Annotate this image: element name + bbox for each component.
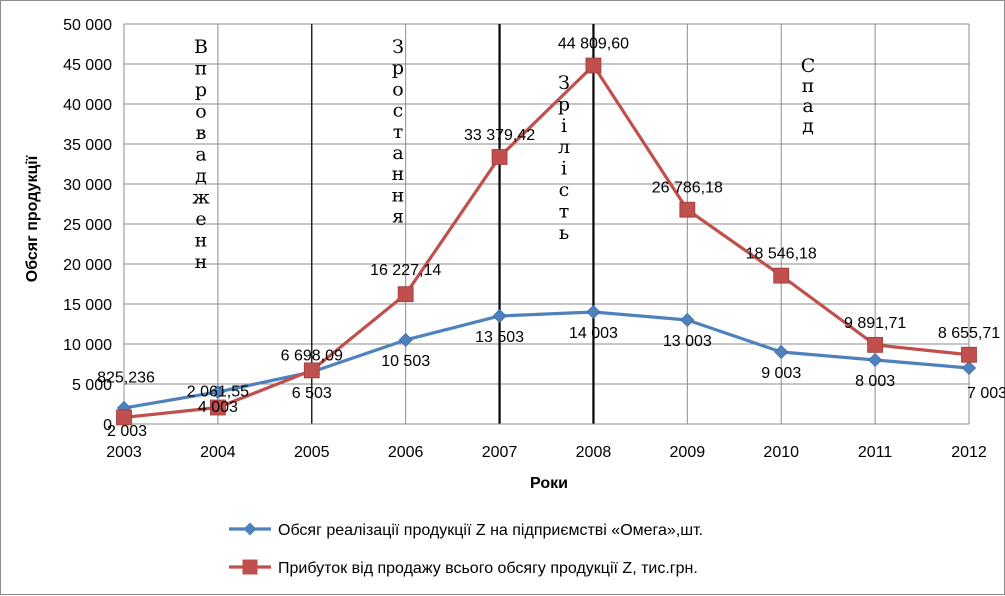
data-label-profit: 8 655,71 xyxy=(938,325,1000,342)
data-label-volume: 13 503 xyxy=(475,329,524,346)
square-marker xyxy=(304,363,319,378)
legend: Обсяг реалізації продукції Z на підприєм… xyxy=(229,522,703,577)
diamond-marker xyxy=(963,361,976,374)
series-lines xyxy=(124,66,969,418)
x-tick-label: 2010 xyxy=(763,444,799,461)
square-marker xyxy=(680,202,695,217)
data-label-profit: 825,236 xyxy=(97,369,155,386)
y-tick-label: 45 000 xyxy=(63,57,112,74)
data-label-profit: 6 698,09 xyxy=(281,347,343,364)
y-tick-label: 40 000 xyxy=(63,97,112,114)
gridlines xyxy=(124,24,969,424)
data-label-volume: 6 503 xyxy=(292,385,332,402)
diamond-marker xyxy=(399,333,412,346)
y-tick-label: 35 000 xyxy=(63,137,112,154)
y-axis-title: Обсяг продукції xyxy=(24,155,41,282)
legend-entry: Прибуток від продажу всього обсягу проду… xyxy=(278,560,698,577)
square-marker xyxy=(492,149,507,164)
data-label-profit: 18 546,18 xyxy=(746,246,817,263)
data-label-volume: 14 003 xyxy=(569,325,618,342)
data-label-profit: 9 891,71 xyxy=(844,315,906,332)
data-label-volume: 2 003 xyxy=(107,423,147,440)
x-tick-label: 2005 xyxy=(294,444,330,461)
data-label-volume: 8 003 xyxy=(855,373,895,390)
diamond-marker xyxy=(681,313,694,326)
data-label-volume: 4 003 xyxy=(198,399,238,416)
square-marker xyxy=(398,287,413,302)
x-tick-label: 2009 xyxy=(670,444,706,461)
square-marker xyxy=(586,58,601,73)
series-line-2 xyxy=(124,66,969,418)
diamond-marker xyxy=(493,309,506,322)
square-marker xyxy=(962,347,977,362)
data-label-volume: 9 003 xyxy=(761,365,801,382)
diamond-marker xyxy=(869,353,882,366)
data-label-profit: 26 786,18 xyxy=(652,180,723,197)
y-tick-label: 50 000 xyxy=(63,17,112,34)
data-label-volume: 13 003 xyxy=(663,333,712,350)
legend-entry: Обсяг реалізації продукції Z на підприєм… xyxy=(278,522,703,539)
y-tick-label: 25 000 xyxy=(63,217,112,234)
x-tick-label: 2008 xyxy=(576,444,612,461)
diamond-marker xyxy=(587,305,600,318)
y-tick-label: 30 000 xyxy=(63,177,112,194)
y-tick-label: 20 000 xyxy=(63,257,112,274)
x-tick-label: 2003 xyxy=(106,444,142,461)
diamond-marker xyxy=(775,345,788,358)
legend-diamond-marker xyxy=(244,523,257,536)
data-label-volume: 10 503 xyxy=(381,353,430,370)
square-marker xyxy=(868,337,883,352)
data-label-profit: 16 227,14 xyxy=(370,262,441,279)
data-label-profit: 33 379,42 xyxy=(464,127,535,144)
legend-square-marker xyxy=(243,560,258,575)
x-tick-label: 2011 xyxy=(858,444,893,461)
y-tick-label: 10 000 xyxy=(63,337,112,354)
y-tick-label: 15 000 xyxy=(63,297,112,314)
x-tick-label: 2006 xyxy=(388,444,424,461)
x-tick-label: 2012 xyxy=(951,444,987,461)
data-label-profit: 44 809,60 xyxy=(558,36,629,53)
x-tick-labels: 2003 2004 2005 2006 2007 2008 2009 2010 2011 2012 xyxy=(106,444,987,461)
x-tick-label: 2007 xyxy=(482,444,518,461)
data-label-profit: 2 061,55 xyxy=(187,384,249,401)
x-tick-label: 2004 xyxy=(200,444,236,461)
data-labels: 2 003 4 003 6 503 10 503 13 503 14 003 13 003 9… xyxy=(97,36,1005,440)
data-label-volume: 7 003 xyxy=(967,385,1005,402)
square-marker xyxy=(774,268,789,283)
x-axis-title: Роки xyxy=(530,475,568,492)
